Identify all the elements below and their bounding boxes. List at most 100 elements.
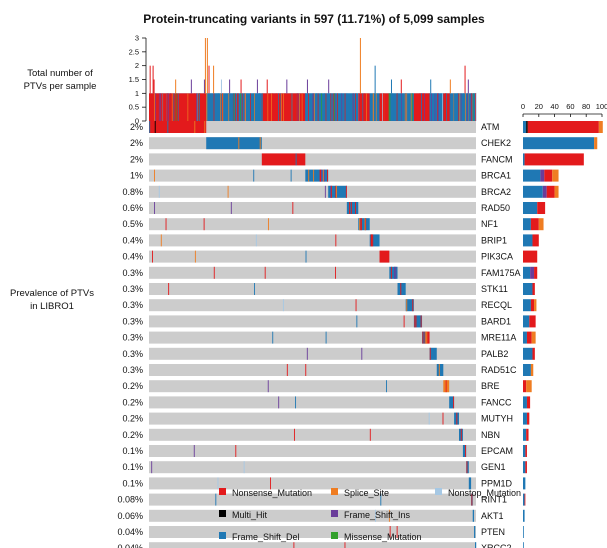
mutation-cell	[380, 493, 382, 506]
mutation-cell	[259, 137, 261, 150]
bar-segment-splice-site	[552, 169, 559, 182]
gene-name: AKT1	[481, 511, 504, 521]
legend-item-nonstop-mutation: Nonstop_Mutation	[435, 488, 521, 498]
top-y-tick-label: 1.5	[129, 75, 139, 84]
mutation-cell	[406, 299, 408, 312]
top-bar-sample	[434, 93, 436, 121]
top-bar-sample	[356, 93, 357, 121]
gene-count-bar-pten	[523, 526, 524, 538]
top-bar-sample	[207, 93, 209, 121]
top-bar-multi-ptv	[206, 38, 208, 94]
mutation-block	[149, 121, 207, 133]
gene-row-background	[149, 412, 476, 425]
top-y-tick-label: 0.5	[129, 103, 139, 112]
gene-row-background	[149, 526, 476, 538]
top-bar-sample	[168, 93, 170, 121]
gene-count-bar-brca2	[523, 185, 559, 198]
mutation-cell	[319, 169, 321, 182]
gene-name: BRCA2	[481, 187, 511, 197]
gene-name: RINT1	[481, 495, 507, 505]
mutation-cell	[320, 169, 322, 182]
top-bar-sample	[438, 93, 439, 121]
top-bar-sample	[430, 93, 432, 121]
legend-swatch	[219, 488, 226, 495]
bar-segment-frame-shift-del	[523, 509, 525, 522]
gene-prevalence: 0.8%	[122, 187, 143, 197]
mutation-cell	[235, 445, 237, 457]
right-x-tick-label: 100	[596, 102, 607, 111]
top-bar-sample	[159, 93, 161, 121]
gene-row-gen1: 0.1% GEN1	[122, 461, 506, 474]
mutation-cell	[390, 266, 392, 279]
top-bar-sample	[280, 93, 282, 121]
top-bar-multi-ptv	[374, 65, 376, 94]
top-bar-sample	[308, 93, 310, 121]
gene-name: FAM175A	[481, 268, 521, 278]
legend-swatch	[331, 510, 338, 517]
gene-row-background	[149, 364, 476, 376]
mutation-cell	[388, 509, 390, 522]
top-bar-sample	[362, 93, 364, 121]
top-bar-sample	[428, 93, 430, 121]
gene-row-background	[149, 477, 476, 490]
top-bar-block	[379, 93, 390, 121]
gene-name: RAD51C	[481, 365, 517, 375]
mutation-cell	[471, 493, 473, 506]
top-bar-multi-ptv	[430, 79, 432, 94]
right-x-tick-label: 80	[582, 102, 590, 111]
bar-segment-frame-shift-del	[523, 218, 531, 231]
mutation-cell	[293, 542, 295, 548]
top-bar-sample	[419, 93, 420, 121]
top-bar-sample	[475, 93, 477, 121]
mutation-cell	[217, 477, 219, 490]
bar-segment-frame-shift-del	[523, 137, 595, 150]
top-bar-sample	[245, 93, 246, 121]
top-bar-sample	[334, 93, 336, 121]
mutation-cell	[270, 477, 271, 490]
top-bar-multi-ptv	[464, 65, 466, 94]
top-bar-sample	[406, 93, 408, 121]
gene-name: BRIP1	[481, 235, 507, 245]
top-bar-sample	[296, 93, 298, 121]
gene-count-bar-brca1	[523, 169, 559, 182]
gene-prevalence: 2%	[130, 122, 143, 132]
bar-segment-frame-shift-del	[523, 153, 525, 166]
top-bar-sample	[237, 93, 238, 121]
top-bar-sample	[218, 93, 220, 121]
top-bar-sample	[471, 93, 473, 121]
gene-prevalence: 0.1%	[122, 462, 143, 472]
mutation-cell	[336, 185, 338, 198]
gene-prevalence: 0.5%	[122, 219, 143, 229]
gene-row-akt1: 0.06% AKT1	[117, 509, 504, 522]
bar-segment-nonsense-mutation	[532, 283, 535, 295]
top-bar-sample	[234, 93, 236, 121]
top-bar-sample	[228, 93, 230, 121]
top-bar-sample	[355, 93, 356, 121]
gene-name: FANCM	[481, 154, 513, 164]
top-bar-sample	[352, 93, 354, 121]
mutation-cell	[453, 396, 455, 409]
top-bar-sample	[375, 93, 377, 121]
mutation-cell	[306, 347, 308, 360]
gene-row-background	[149, 266, 476, 279]
bar-segment-frame-shift-del	[523, 202, 538, 214]
legend-item-splice-site: Splice_Site	[331, 488, 389, 498]
right-x-tick-label: 20	[535, 102, 543, 111]
gene-prevalence: 0.2%	[122, 397, 143, 407]
bar-segment-frame-shift-ins	[540, 169, 545, 182]
mutation-cell	[152, 250, 153, 263]
bar-segment-frame-shift-del	[523, 461, 526, 474]
top-bar-sample	[459, 93, 461, 121]
mutation-cell	[272, 331, 274, 344]
top-bar-multi-ptv	[213, 65, 215, 94]
bar-segment-nonsense-mutation	[525, 445, 527, 457]
legend-item-nonsense-mutation: Nonsense_Mutation	[219, 488, 312, 498]
gene-name: ATM	[481, 122, 499, 132]
top-bar-sample	[445, 93, 446, 121]
mutation-cell	[364, 218, 366, 231]
top-bar-multi-ptv	[229, 79, 231, 94]
top-bar-sample	[302, 93, 304, 121]
gene-row-stk11: 0.3% STK11	[122, 283, 508, 295]
mutation-cell	[335, 185, 337, 198]
legend-item-multi-hit: Multi_Hit	[219, 510, 268, 520]
